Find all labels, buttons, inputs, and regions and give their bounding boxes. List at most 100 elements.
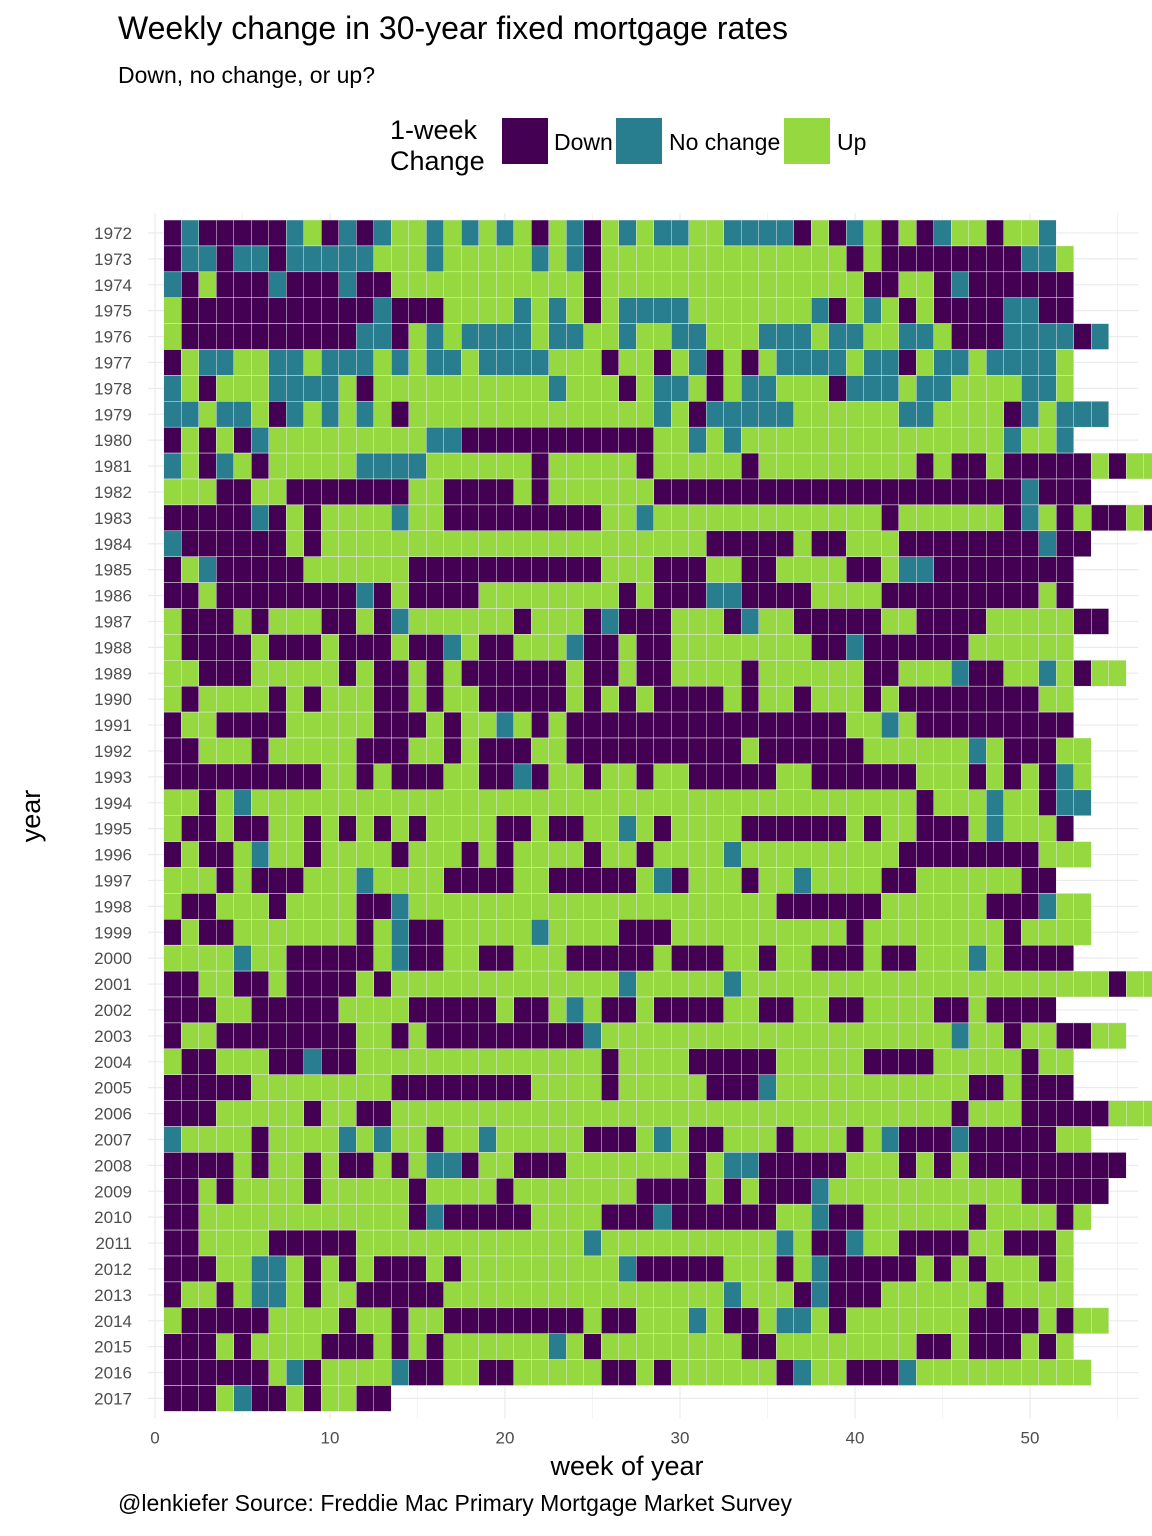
heatmap-cell [216, 1359, 234, 1386]
heatmap-cell [1056, 789, 1074, 816]
heatmap-cell [741, 530, 759, 557]
heatmap-cell [478, 1307, 497, 1334]
heatmap-cell [653, 711, 672, 739]
heatmap-cell [1073, 401, 1092, 428]
y-tick-label: 2001 [94, 975, 132, 994]
heatmap-cell [776, 452, 794, 480]
heatmap-cell [653, 1359, 672, 1386]
heatmap-cell [898, 426, 917, 454]
heatmap-cell [898, 1359, 917, 1386]
heatmap-cell [496, 685, 514, 713]
heatmap-cell [723, 970, 742, 998]
heatmap-cell [618, 1255, 637, 1283]
heatmap-cell [198, 530, 217, 557]
heatmap-cell [303, 478, 322, 506]
heatmap-cell [811, 608, 829, 635]
heatmap-cell [793, 245, 812, 273]
heatmap-cell [863, 1178, 882, 1205]
heatmap-cell [443, 1255, 462, 1283]
heatmap-cell [286, 1229, 304, 1257]
heatmap-cell [951, 1281, 969, 1309]
heatmap-cell [268, 789, 287, 816]
heatmap-cell [338, 1048, 357, 1075]
heatmap-cell [268, 426, 287, 454]
heatmap-cell [583, 685, 602, 713]
heatmap-cell [408, 815, 427, 842]
heatmap-cell [338, 763, 357, 791]
heatmap-cell [1038, 323, 1057, 350]
heatmap-cell [391, 634, 409, 661]
heatmap-cell [513, 1281, 532, 1309]
heatmap-cell [636, 841, 654, 868]
heatmap-cell [268, 271, 287, 298]
heatmap-cell [478, 944, 497, 972]
heatmap-cell [846, 1307, 864, 1334]
heatmap-cell [601, 841, 619, 868]
heatmap-cell [268, 1359, 287, 1386]
heatmap-cell [706, 452, 724, 480]
heatmap-cell [373, 504, 392, 532]
heatmap-cell [951, 245, 969, 273]
heatmap-cell [723, 401, 742, 428]
heatmap-cell [863, 245, 882, 273]
heatmap-cell [706, 634, 724, 661]
heatmap-cell [986, 1307, 1004, 1334]
heatmap-cell [1091, 401, 1109, 428]
heatmap-cell [1056, 582, 1074, 609]
heatmap-cell [531, 452, 549, 480]
heatmap-cell [356, 504, 374, 532]
heatmap-cell [916, 789, 934, 816]
heatmap-cell [1126, 1100, 1144, 1127]
heatmap-cell [828, 634, 847, 661]
heatmap-cell [776, 737, 794, 765]
heatmap-cell [373, 1229, 392, 1257]
heatmap-cell [426, 1307, 444, 1334]
heatmap-cell [933, 426, 952, 454]
heatmap-cell [811, 1022, 829, 1050]
heatmap-cell [741, 919, 759, 946]
heatmap-cell [898, 996, 917, 1024]
heatmap-cell [216, 1152, 234, 1179]
heatmap-cell [986, 711, 1004, 739]
x-tick-label: 30 [671, 1428, 690, 1447]
heatmap-cell [601, 919, 619, 946]
heatmap-cell [846, 815, 864, 842]
heatmap-cell [776, 1333, 794, 1360]
heatmap-cell [373, 323, 392, 350]
heatmap-cell [216, 660, 234, 687]
heatmap-cell [373, 1152, 392, 1179]
heatmap-cell [303, 1152, 322, 1179]
heatmap-cell [548, 1255, 567, 1283]
heatmap-cell [233, 426, 252, 454]
heatmap-cell [233, 1178, 252, 1205]
heatmap-cell [583, 634, 602, 661]
heatmap-cell [286, 1385, 304, 1412]
heatmap-cell [723, 530, 742, 557]
heatmap-cell [321, 556, 339, 583]
heatmap-cell [723, 245, 742, 273]
heatmap-cell [583, 789, 602, 816]
heatmap-cell [198, 1229, 217, 1257]
heatmap-cell [408, 219, 427, 247]
heatmap-cell [1021, 1281, 1039, 1309]
heatmap-cell [811, 970, 829, 998]
heatmap-cell [881, 323, 899, 350]
heatmap-cell [741, 634, 759, 661]
heatmap-cell [898, 1255, 917, 1283]
heatmap-cell [793, 634, 812, 661]
heatmap-cell [776, 789, 794, 816]
heatmap-cell [513, 763, 532, 791]
heatmap-cell [776, 893, 794, 920]
heatmap-cell [426, 582, 444, 609]
heatmap-cell [968, 1281, 987, 1309]
heatmap-cell [793, 530, 812, 557]
heatmap-cell [548, 608, 567, 635]
heatmap-cell [321, 452, 339, 480]
heatmap-cell [373, 582, 392, 609]
heatmap-cell [601, 737, 619, 765]
heatmap-cell [671, 737, 689, 765]
heatmap-cell [653, 504, 672, 532]
heatmap-cell [548, 1229, 567, 1257]
heatmap-cell [636, 1126, 654, 1153]
heatmap-cell [461, 1178, 479, 1205]
